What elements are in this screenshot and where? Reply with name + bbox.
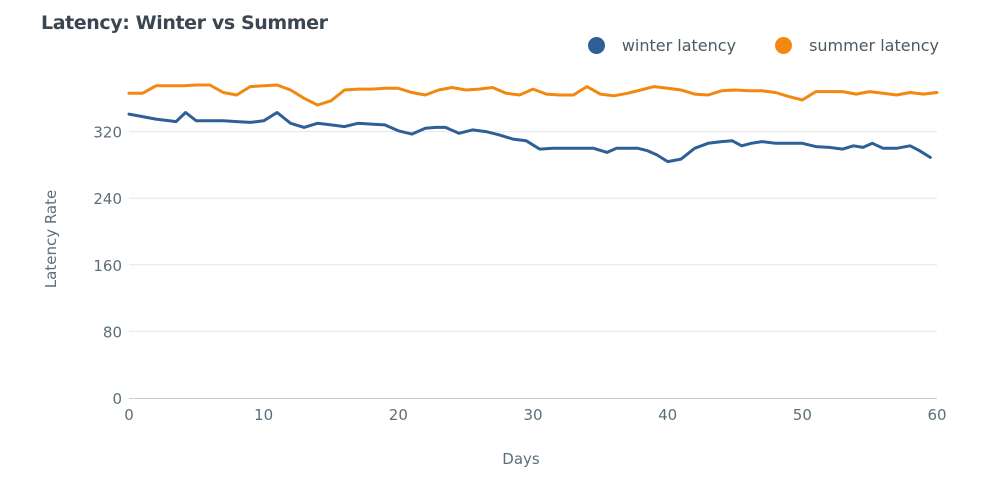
y-axis-title: Latency Rate — [42, 190, 60, 288]
series-line-summer — [127, 83, 939, 107]
legend-item-winter[interactable]: winter latency — [587, 36, 737, 55]
legend-marker-winter — [587, 37, 605, 54]
x-tick-label-0: 0 — [124, 406, 134, 424]
series-line-winter — [127, 111, 932, 164]
y-tick-label-80: 80 — [103, 323, 122, 341]
chart-title: Latency: Winter vs Summer — [41, 12, 328, 34]
legend-item-summer[interactable]: summer latency — [775, 36, 939, 55]
x-tick-label-30: 30 — [523, 406, 542, 424]
x-tick-label-10: 10 — [254, 406, 273, 424]
x-tick-label-20: 20 — [389, 406, 408, 424]
y-tick-label-240: 240 — [93, 190, 122, 208]
legend-label-winter: winter latency — [621, 36, 737, 55]
legend-marker-summer — [775, 37, 793, 54]
legend-label-summer: summer latency — [809, 36, 939, 55]
chart-legend: winter latency summer latency — [549, 36, 939, 55]
y-tick-label-320: 320 — [93, 124, 122, 142]
x-tick-label-60: 60 — [927, 406, 946, 424]
x-tick-label-40: 40 — [658, 406, 677, 424]
y-tick-label-160: 160 — [93, 257, 122, 275]
x-axis-title: Days — [502, 450, 540, 468]
x-tick-label-50: 50 — [793, 406, 812, 424]
y-tick-label-0: 0 — [112, 390, 122, 408]
